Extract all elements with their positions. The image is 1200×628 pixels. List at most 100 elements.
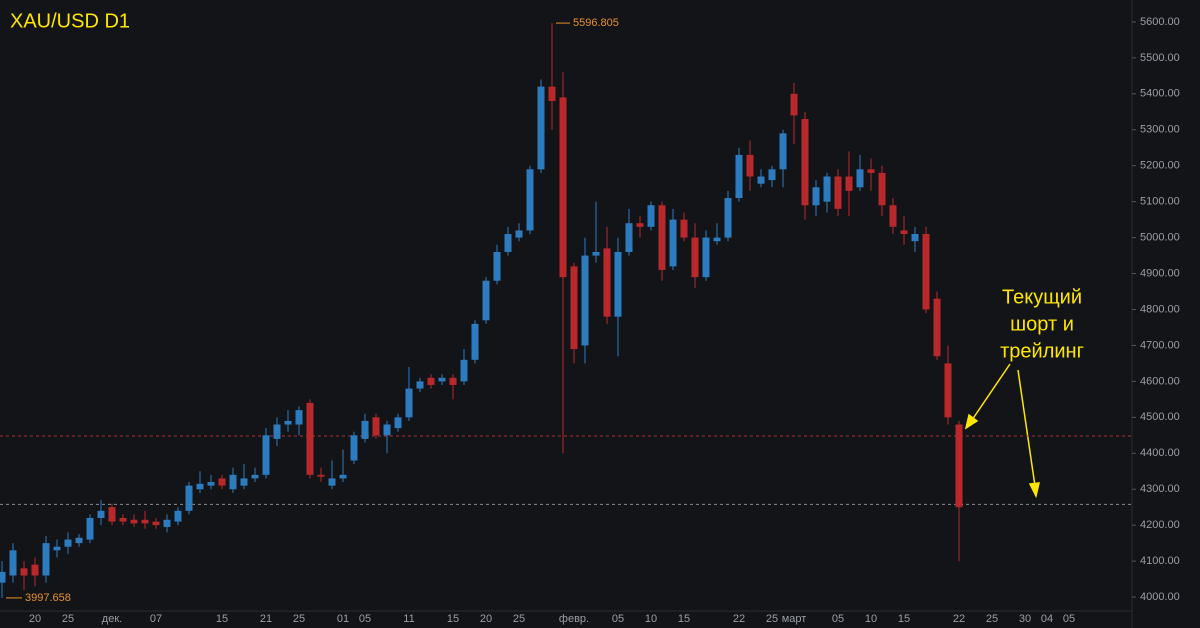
candle-body: [614, 251, 622, 317]
candle-body: [240, 478, 248, 486]
candle-body: [581, 255, 589, 346]
arrowhead: [964, 413, 979, 430]
candle-body: [86, 517, 94, 540]
candle-body: [207, 482, 215, 486]
candle-body: [53, 546, 61, 551]
candle-body: [735, 154, 743, 199]
candle-body: [174, 510, 182, 522]
candle-body: [273, 424, 281, 439]
candle-body: [768, 169, 776, 181]
candle-body: [482, 280, 490, 321]
y-tick-label: 5100.00: [1140, 196, 1180, 208]
y-tick-label: 4300.00: [1140, 483, 1180, 495]
candle-body: [493, 251, 501, 281]
candle-body: [163, 519, 171, 527]
x-tick-label: 25: [986, 613, 998, 625]
candle-body: [251, 474, 259, 479]
y-tick-label: 4700.00: [1140, 339, 1180, 351]
candle-body: [636, 223, 644, 227]
candle-body: [471, 323, 479, 360]
x-tick-label: 22: [733, 613, 745, 625]
candle-body: [317, 474, 325, 477]
x-tick-label: 15: [216, 613, 228, 625]
candle-body: [196, 483, 204, 490]
min-price-label: 3997.658: [25, 592, 71, 604]
x-tick-label: март: [782, 613, 807, 625]
candle-body: [339, 474, 347, 479]
x-tick-label: 25: [513, 613, 525, 625]
candle-body: [108, 507, 116, 522]
x-tick-label: 15: [447, 613, 459, 625]
x-tick-label: 10: [865, 613, 877, 625]
y-tick-label: 4500.00: [1140, 411, 1180, 423]
candle-body: [834, 176, 842, 209]
candle-body: [746, 154, 754, 177]
candle-body: [361, 420, 369, 439]
y-tick-label: 4600.00: [1140, 375, 1180, 387]
x-tick-label: 25: [766, 613, 778, 625]
candle-body: [427, 377, 435, 385]
candle-body: [449, 377, 457, 385]
candle-body: [548, 86, 556, 102]
x-tick-label: 05: [359, 613, 371, 625]
candle-body: [405, 388, 413, 418]
candle-body: [229, 474, 237, 490]
candle-body: [31, 564, 39, 576]
candle-body: [658, 205, 666, 270]
x-tick-label: 10: [645, 613, 657, 625]
y-tick-label: 5600.00: [1140, 16, 1180, 28]
candle-body: [416, 381, 424, 389]
candle-body: [218, 478, 226, 486]
candle-body: [97, 510, 105, 518]
candle-body: [900, 230, 908, 235]
candle-body: [702, 237, 710, 278]
x-tick-label: 15: [678, 613, 690, 625]
candle-body: [603, 248, 611, 317]
x-tick-label: 05: [832, 613, 844, 625]
candle-body: [284, 420, 292, 425]
y-tick-label: 5000.00: [1140, 232, 1180, 244]
candle-body: [383, 424, 391, 436]
y-tick-label: 4100.00: [1140, 555, 1180, 567]
x-tick-label: 04: [1041, 613, 1053, 625]
candle-body: [372, 417, 380, 436]
candle-body: [944, 363, 952, 418]
x-tick-label: 30: [1019, 613, 1031, 625]
candle-body: [911, 234, 919, 242]
candle-body: [955, 424, 963, 508]
chart-title: XAU/USD D1: [10, 10, 130, 32]
candle-body: [889, 205, 897, 227]
candle-body: [691, 237, 699, 278]
candle-body: [504, 234, 512, 252]
candle-body: [713, 237, 721, 242]
arrow: [1017, 369, 1036, 487]
candle-body: [647, 205, 655, 227]
max-price-label: 5596.805: [573, 17, 619, 29]
candle-body: [724, 198, 732, 238]
x-tick-label: 01: [337, 613, 349, 625]
candle-body: [460, 359, 468, 382]
annotation: шорт и: [1010, 313, 1074, 335]
candle-body: [537, 86, 545, 170]
candle-body: [9, 550, 17, 576]
y-tick-label: 4000.00: [1140, 591, 1180, 603]
x-tick-label: 20: [480, 613, 492, 625]
candle-body: [119, 517, 127, 522]
candle-body: [680, 219, 688, 238]
annotation: трейлинг: [1000, 340, 1084, 362]
candle-body: [856, 169, 864, 188]
y-tick-label: 5300.00: [1140, 124, 1180, 136]
y-tick-label: 4800.00: [1140, 303, 1180, 315]
candle-body: [152, 521, 160, 526]
candle-body: [306, 402, 314, 475]
annotation: Текущий: [1002, 286, 1082, 308]
candle-body: [350, 435, 358, 461]
y-tick-label: 4900.00: [1140, 267, 1180, 279]
candle-body: [328, 478, 336, 486]
annotation-arrows: [964, 363, 1040, 499]
candle-body: [185, 485, 193, 511]
candle-body: [757, 176, 765, 184]
x-tick-label: 21: [260, 613, 272, 625]
